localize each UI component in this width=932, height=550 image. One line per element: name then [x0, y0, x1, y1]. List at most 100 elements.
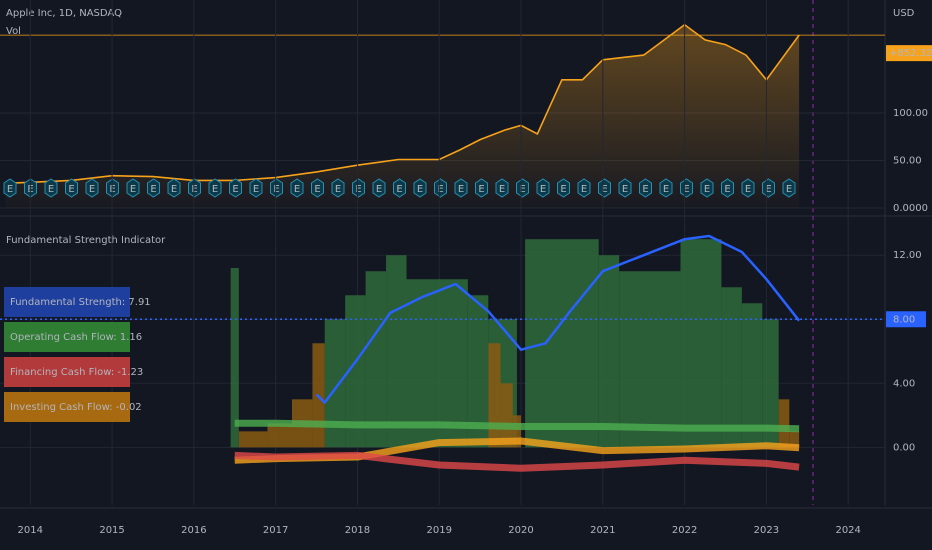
earnings-marker[interactable]: E [311, 178, 324, 198]
earnings-text: E [581, 184, 587, 195]
earnings-icon [659, 178, 673, 198]
earnings-text: E [765, 184, 771, 195]
earnings-text: E [212, 184, 218, 195]
earnings-marker[interactable]: E [65, 178, 78, 198]
earnings-icon [741, 178, 755, 198]
series-line [234, 419, 800, 433]
earnings-icon [85, 178, 99, 198]
step-area [512, 415, 522, 448]
earnings-marker[interactable]: E [454, 178, 468, 198]
earnings-text: E [745, 184, 751, 195]
earnings-icon [208, 178, 222, 198]
earnings-text: E [314, 184, 320, 195]
earnings-marker[interactable]: E [680, 178, 693, 198]
y-tick-label: 8.00 [893, 314, 915, 325]
earnings-icon [147, 178, 160, 198]
earnings-icon [3, 178, 17, 198]
y-tick-label: 100.00 [893, 108, 928, 119]
step-area [721, 287, 742, 448]
earnings-icon [188, 178, 201, 198]
earnings-marker[interactable]: E [249, 178, 263, 198]
step-area [778, 399, 790, 448]
earnings-marker[interactable]: E [516, 178, 529, 198]
x-tick-label: 2018 [345, 525, 370, 536]
earnings-text: E [68, 184, 74, 195]
earnings-marker[interactable]: E [208, 178, 222, 198]
earnings-marker[interactable]: E [557, 178, 570, 198]
earnings-marker[interactable]: E [639, 178, 652, 198]
earnings-marker[interactable]: E [741, 178, 755, 198]
earnings-marker[interactable]: E [352, 178, 365, 198]
earnings-marker[interactable]: E [44, 178, 58, 198]
step-area [267, 423, 293, 448]
earnings-text: E [273, 184, 279, 195]
earnings-marker[interactable]: E [270, 178, 283, 198]
earnings-text: E [663, 184, 669, 195]
step-area [762, 319, 779, 448]
earnings-marker[interactable]: E [495, 178, 509, 198]
earnings-text: E [540, 184, 546, 195]
step-area [386, 255, 407, 448]
earnings-icon [434, 178, 447, 198]
earnings-marker[interactable]: E [413, 178, 427, 198]
earnings-text: E [171, 184, 177, 195]
earnings-marker[interactable]: E [598, 178, 611, 198]
earnings-marker[interactable]: E [618, 178, 632, 198]
earnings-marker[interactable]: E [290, 178, 304, 198]
earnings-marker[interactable]: E [331, 178, 345, 198]
value-badge [4, 322, 130, 352]
currency-label: USD [893, 8, 915, 19]
step-area [789, 431, 800, 448]
earnings-marker[interactable]: E [85, 178, 99, 198]
earnings-marker[interactable]: E [475, 178, 488, 198]
earnings-marker[interactable]: E [721, 178, 734, 198]
x-tick-label: 2019 [427, 525, 452, 536]
earnings-text: E [478, 184, 484, 195]
indicator-title: Fundamental Strength Indicator [6, 235, 166, 246]
earnings-marker[interactable]: E [372, 178, 386, 198]
value-label: Investing Cash Flow: -0.02 [10, 402, 142, 413]
step-area [467, 295, 489, 448]
earnings-icon [577, 178, 591, 198]
earnings-marker[interactable]: E [659, 178, 673, 198]
earnings-icon [782, 178, 796, 198]
earnings-icon [536, 178, 550, 198]
earnings-marker[interactable]: E [3, 178, 17, 198]
volume-label: Vol [6, 26, 21, 37]
earnings-text: E [642, 184, 648, 195]
earnings-icon [372, 178, 386, 198]
step-area [230, 268, 239, 448]
x-tick-label: 2016 [181, 525, 206, 536]
step-area [365, 271, 387, 448]
earnings-text: E [191, 184, 197, 195]
value-badge [4, 392, 130, 422]
x-tick-label: 2024 [835, 525, 860, 536]
earnings-marker[interactable]: E [577, 178, 591, 198]
earnings-text: E [437, 184, 443, 195]
earnings-marker[interactable]: E [188, 178, 201, 198]
earnings-marker[interactable]: E [782, 178, 796, 198]
earnings-marker[interactable]: E [126, 178, 140, 198]
earnings-marker[interactable]: E [229, 178, 242, 198]
earnings-text: E [519, 184, 525, 195]
earnings-icon [126, 178, 140, 198]
earnings-icon [762, 178, 775, 198]
earnings-text: E [786, 184, 792, 195]
earnings-marker[interactable]: E [434, 178, 447, 198]
earnings-marker[interactable]: E [147, 178, 160, 198]
earnings-icon [598, 178, 611, 198]
earnings-icon [557, 178, 570, 198]
x-tick-label: 2015 [99, 525, 124, 536]
earnings-marker[interactable]: E [536, 178, 550, 198]
step-area [238, 431, 268, 448]
earnings-text: E [458, 184, 464, 195]
earnings-icon [249, 178, 263, 198]
earnings-icon [331, 178, 345, 198]
earnings-marker[interactable]: E [700, 178, 714, 198]
earnings-marker[interactable]: E [762, 178, 775, 198]
step-area [680, 239, 722, 448]
earnings-icon [311, 178, 324, 198]
earnings-text: E [355, 184, 361, 195]
earnings-marker[interactable]: E [393, 178, 406, 198]
earnings-marker[interactable]: E [167, 178, 181, 198]
